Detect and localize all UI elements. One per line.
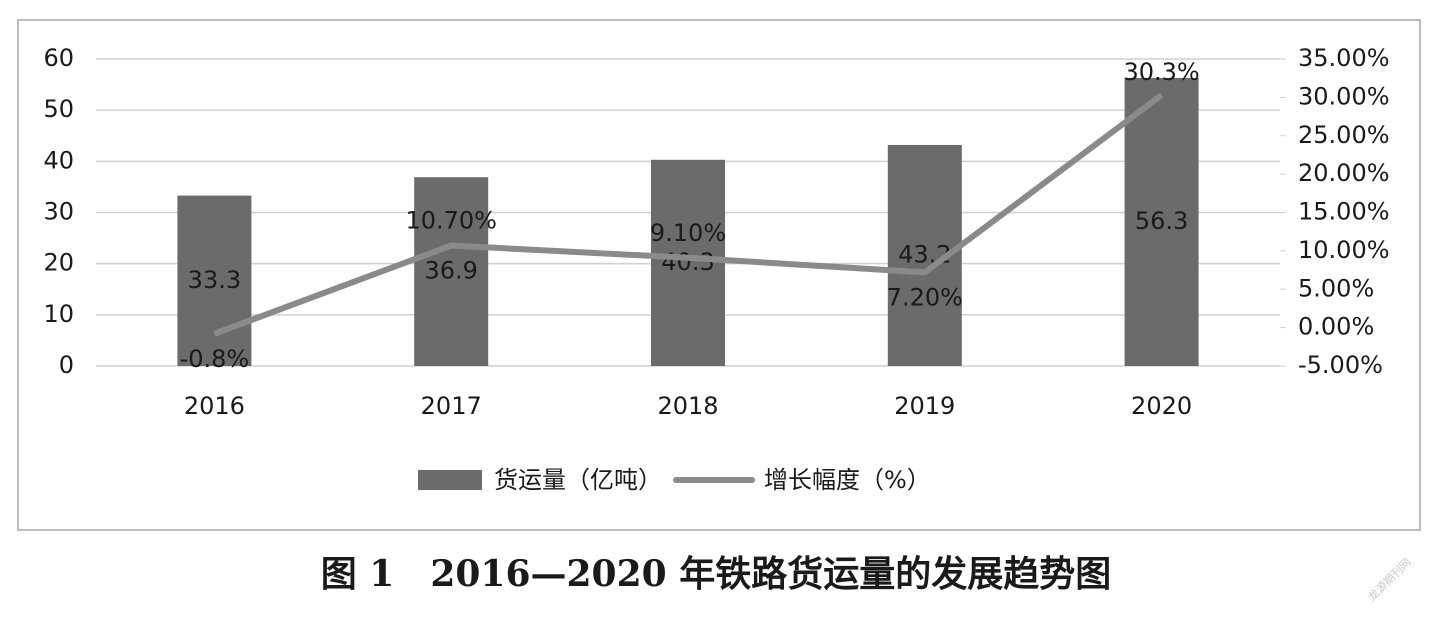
bar <box>414 177 489 366</box>
caption: 图 1 2016—2020 年铁路货运量的发展趋势图 <box>321 553 1112 595</box>
bar-value-label: 36.9 <box>424 257 477 285</box>
x-tick-label: 2017 <box>421 392 482 420</box>
y2-tick-label: 0.00% <box>1298 313 1374 341</box>
bar <box>177 195 252 366</box>
y-tick-label: 10 <box>43 300 74 328</box>
bar-value-label: 40.3 <box>661 248 714 276</box>
bar <box>651 159 725 366</box>
line <box>213 92 1164 337</box>
y2-tick-label: 10.00% <box>1298 236 1390 264</box>
y2-tick-label: -5.00% <box>1298 351 1383 379</box>
legend-label: 增长幅度（%） <box>764 466 931 494</box>
x-tick-label: 2018 <box>657 392 718 420</box>
bar <box>1124 77 1199 366</box>
bar-value-label: 43.2 <box>898 240 951 268</box>
y2-tick-label: 5.00% <box>1298 274 1374 302</box>
x-tick-label: 2016 <box>184 392 245 420</box>
y-tick-label: 20 <box>43 249 74 277</box>
line-value-label: 9.10% <box>650 219 726 247</box>
y-tick-label: 0 <box>59 351 74 379</box>
legend-label: 货运量（亿吨） <box>494 466 662 494</box>
watermark: 龙源期刊网 <box>1365 555 1414 604</box>
bar-value-label: 33.3 <box>188 266 241 294</box>
y-tick-label: 30 <box>43 198 74 226</box>
line-value-label: 30.3% <box>1123 58 1199 86</box>
line-value-label: 7.20% <box>887 283 963 311</box>
y2-tick-label: 15.00% <box>1298 198 1390 226</box>
y2-tick-label: 30.00% <box>1298 82 1390 110</box>
line-value-label: 10.70% <box>405 207 497 235</box>
legend-swatch <box>418 470 482 490</box>
x-tick-label: 2020 <box>1131 392 1192 420</box>
x-tick-label: 2019 <box>894 392 955 420</box>
line-value-label: -0.8% <box>180 345 250 373</box>
bar-value-label: 56.3 <box>1135 207 1188 235</box>
y-tick-label: 40 <box>43 146 74 174</box>
y2-tick-label: 25.00% <box>1298 121 1390 149</box>
y2-tick-label: 35.00% <box>1298 44 1390 72</box>
y-tick-label: 60 <box>43 44 74 72</box>
y-tick-label: 50 <box>43 95 74 123</box>
y2-tick-label: 20.00% <box>1298 159 1390 187</box>
